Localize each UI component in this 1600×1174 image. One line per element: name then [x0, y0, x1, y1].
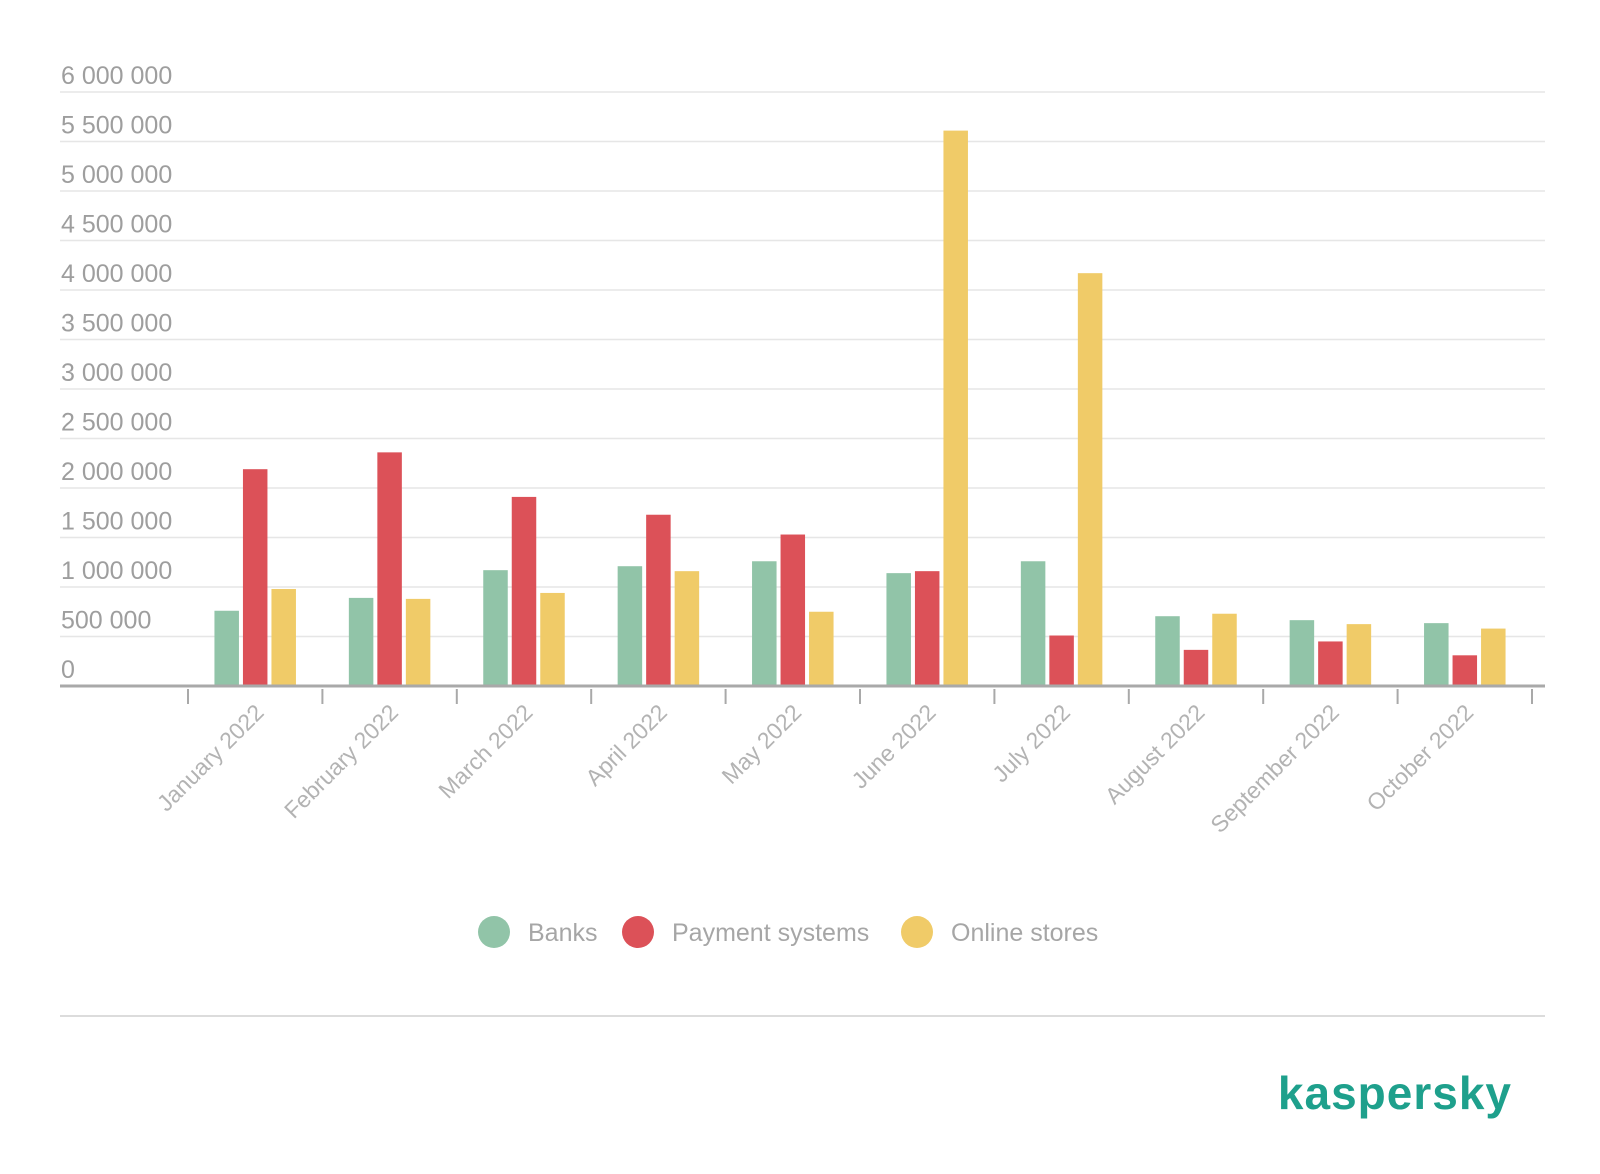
bar-payment-systems: [1183, 649, 1209, 686]
y-tick-label: 2 500 000: [61, 409, 172, 437]
y-axis-tick-labels: 0 500 000 1 000 000 1 500 000 2 000 000 2 500…: [61, 62, 172, 684]
bar-payment-systems: [646, 514, 671, 686]
bar-online-stores: [943, 130, 968, 687]
bar-online-stores: [1212, 613, 1237, 686]
x-tick-label: October 2022: [1361, 699, 1478, 816]
bar-payment-systems: [780, 534, 806, 686]
y-tick-label: 500 000: [61, 607, 151, 635]
bar-payment-systems: [242, 469, 268, 686]
bar-banks: [1020, 561, 1046, 686]
bar-banks: [1155, 616, 1180, 686]
bar-payment-systems: [914, 571, 940, 686]
x-tick-label: May 2022: [717, 699, 807, 789]
bar-online-stores: [674, 571, 700, 686]
bar-banks: [348, 597, 374, 686]
x-tick-label: July 2022: [987, 699, 1075, 787]
bar-online-stores: [1077, 273, 1103, 686]
legend: Banks Payment systems Online stores: [478, 916, 1098, 948]
bar-online-stores: [271, 588, 296, 686]
y-tick-label: 5 000 000: [61, 161, 172, 189]
x-tick-label: September 2022: [1205, 699, 1344, 838]
legend-swatch: [622, 916, 654, 948]
bar-payment-systems: [1452, 655, 1478, 686]
y-tick-label: 4 500 000: [61, 211, 172, 239]
y-tick-label: 6 000 000: [61, 62, 172, 90]
bar-banks: [1424, 623, 1449, 686]
bar-online-stores: [809, 611, 834, 686]
y-tick-label: 3 000 000: [61, 359, 172, 387]
bar-online-stores: [405, 598, 431, 686]
x-axis-ticks: January 2022 February 2022 March 2022 April…: [152, 689, 1533, 838]
bar-banks: [752, 561, 777, 686]
y-tick-label: 1 000 000: [61, 557, 172, 585]
x-tick-label: February 2022: [279, 699, 403, 823]
y-tick-label: 5 500 000: [61, 112, 172, 140]
y-tick-label: 0: [61, 656, 75, 684]
x-tick-label: August 2022: [1100, 699, 1210, 809]
bar-banks: [483, 570, 508, 686]
grid-lines: [60, 91, 1545, 638]
legend-swatch: [478, 916, 510, 948]
y-tick-label: 2 000 000: [61, 458, 172, 486]
legend-label: Payment systems: [672, 919, 869, 947]
x-tick-label: April 2022: [580, 699, 672, 791]
bar-banks: [1289, 620, 1315, 686]
bar-online-stores: [1481, 628, 1506, 686]
bar-banks: [886, 573, 911, 686]
bar-online-stores: [540, 592, 565, 686]
kaspersky-logo: kaspersky: [1278, 1067, 1512, 1119]
x-tick-label: June 2022: [846, 699, 940, 793]
y-tick-label: 3 500 000: [61, 310, 172, 338]
bars: [214, 130, 1506, 687]
bar-payment-systems: [1318, 641, 1343, 686]
y-tick-label: 1 500 000: [61, 508, 172, 536]
bar-payment-systems: [377, 452, 402, 686]
bar-banks: [617, 566, 643, 686]
legend-label: Banks: [528, 919, 597, 947]
x-tick-label: March 2022: [433, 699, 537, 803]
x-tick-label: January 2022: [152, 699, 269, 816]
bar-banks: [214, 610, 239, 686]
legend-label: Online stores: [951, 919, 1098, 947]
y-tick-label: 4 000 000: [61, 260, 172, 288]
legend-swatch: [901, 916, 933, 948]
bar-payment-systems: [511, 496, 537, 686]
bar-payment-systems: [1049, 635, 1074, 686]
bar-online-stores: [1346, 624, 1372, 686]
